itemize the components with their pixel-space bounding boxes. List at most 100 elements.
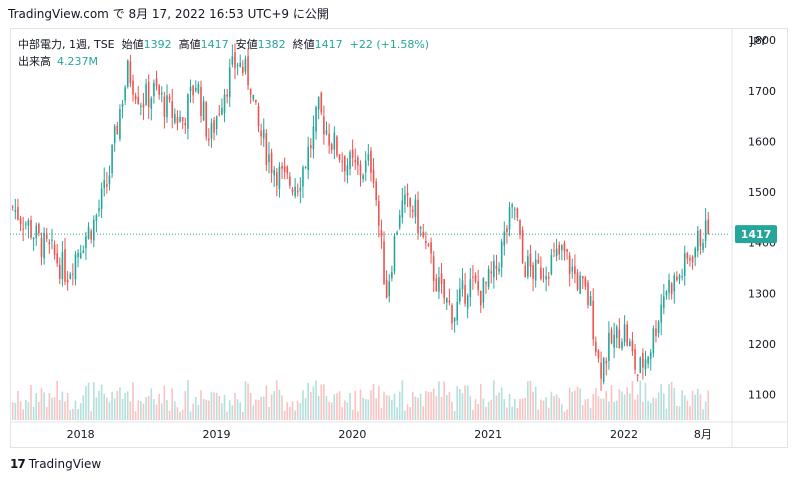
volume-bar [134,411,137,420]
volume-bar [398,391,401,420]
candle-body [51,239,53,241]
volume-bar [699,394,702,420]
volume-bar [281,395,283,420]
candle-body [683,253,686,276]
volume-bar [24,399,27,420]
candle-body [547,276,550,279]
volume-bar [636,394,639,420]
volume-bar [328,401,330,420]
volume-bar [524,397,527,420]
candle-body [40,237,43,257]
candle-body [61,252,64,280]
volume-bar [278,389,281,420]
x-tick-label: 2019 [202,428,230,441]
volume-bar [187,380,189,420]
volume-bar [351,409,354,420]
candle-body [595,341,597,353]
candle-body [584,277,587,287]
candle-body [257,105,260,127]
volume-bar [621,391,623,420]
candle-body [116,125,119,135]
volume-bar [56,380,58,420]
volume-bar [542,400,545,420]
candle-body [380,230,383,237]
candle-body [555,248,558,257]
volume-value: 4.237M [57,55,98,68]
candle-body [411,209,414,212]
candle-body [600,362,602,379]
candle-body [513,209,516,211]
volume-bar [215,392,218,420]
candle-body [265,133,268,165]
candle-body [404,194,406,205]
volume-bar [77,408,79,420]
volume-bar [43,392,45,420]
candle-body [32,237,35,240]
volume-bar [597,396,600,420]
y-tick-label: 1300 [748,287,776,300]
candle-body [495,265,498,269]
candle-body [330,144,333,150]
ohlc-legend: 中部電力, 1週, TSE 始値1392 高値1417 安値1382 終値141… [18,36,429,52]
volume-bar [14,402,17,420]
candle-body [453,317,456,322]
tradingview-footer[interactable]: 17 TradingView [10,457,101,471]
candle-body [69,274,72,279]
volume-bar [317,395,320,420]
volume-bar [231,405,234,420]
candle-body [605,360,608,364]
volume-bar [608,401,610,420]
volume-bar [48,393,51,420]
volume-bar [194,397,197,420]
candle-body [333,132,336,150]
volume-bar [291,401,294,420]
x-tick-label: 2020 [338,428,366,441]
volume-bar [377,385,380,420]
candle-body [655,328,657,337]
volume-bar [92,382,95,420]
volume-bar [527,381,529,420]
candle-body [466,295,469,309]
candle-body [100,188,103,210]
volume-bar [346,402,349,420]
volume-bar [642,401,644,420]
last-price-label: 1417 [741,228,772,241]
candle-body [289,176,291,186]
volume-bar [95,397,98,420]
candle-body [652,328,655,354]
volume-bar [218,395,221,420]
candle-body [615,326,618,339]
volume-bar [498,392,500,420]
candle-body [312,126,315,150]
volume-bar [589,407,592,420]
volume-bar [411,392,414,420]
volume-bar [124,392,126,420]
candle-body [527,256,529,277]
candle-body [474,275,477,282]
volume-bar [417,397,419,420]
candle-body [613,334,615,348]
candle-body [343,156,346,172]
candle-body [456,301,459,321]
volume-bar [142,403,145,420]
volume-bar [584,399,587,420]
volume-bar [296,400,299,420]
volume-bar [493,380,495,420]
candle-body [678,275,681,280]
volume-bar [247,383,249,420]
volume-bar [634,399,636,420]
volume-bar [273,391,276,420]
candle-body [53,244,56,256]
volume-bar [323,384,325,420]
volume-bar [479,384,482,420]
candle-body [95,215,98,221]
candle-body [310,145,312,149]
candle-body [448,300,451,303]
volume-bar [558,397,561,420]
candle-body [393,236,396,272]
candle-body [592,300,595,340]
volume-bar [200,390,202,420]
volume-bar [506,407,508,420]
volume-bar [66,392,69,420]
